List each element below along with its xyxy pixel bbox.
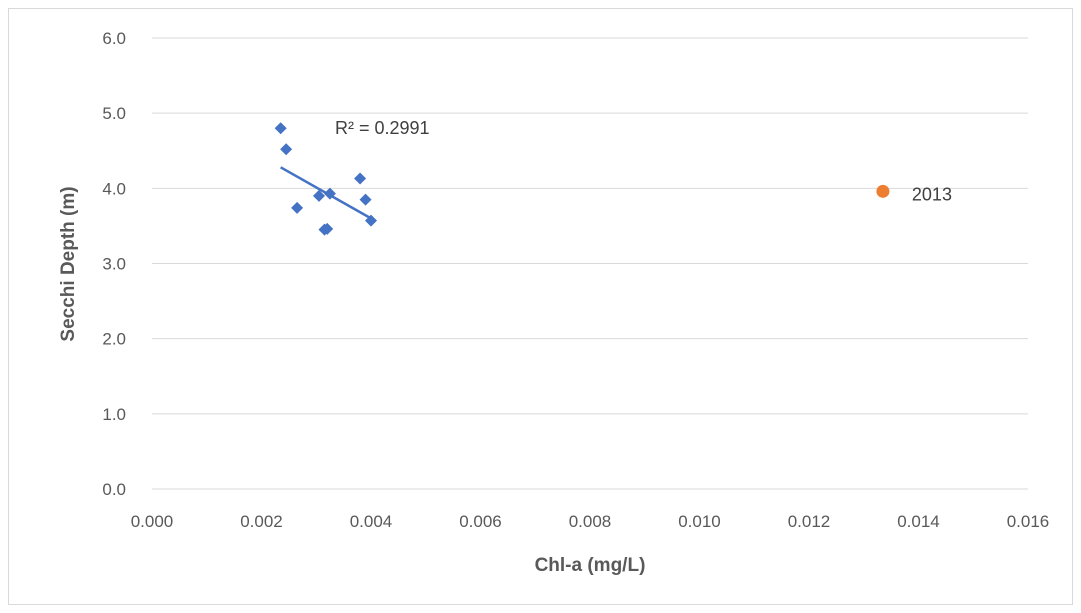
x-tick-label: 0.004	[350, 512, 393, 531]
data-point	[280, 143, 293, 156]
point-label: 2013	[912, 184, 952, 204]
y-tick-labels: 0.0 1.0 2.0 3.0 4.0 5.0 6.0	[102, 29, 126, 499]
annotations: R² = 0.2991 2013	[335, 118, 952, 204]
y-tick-label: 4.0	[102, 179, 126, 198]
x-tick-label: 0.008	[569, 512, 612, 531]
y-tick-label: 5.0	[102, 104, 126, 123]
x-tick-label: 0.000	[131, 512, 174, 531]
chart-frame	[8, 8, 1073, 605]
data-point	[359, 193, 372, 206]
gridlines	[152, 37, 1028, 490]
data-point	[365, 214, 377, 227]
y-tick-label: 2.0	[102, 330, 126, 349]
x-tick-label: 0.014	[897, 512, 940, 531]
y-tick-label: 3.0	[102, 255, 126, 274]
data-point	[312, 189, 325, 202]
x-tick-label: 0.012	[788, 512, 831, 531]
data-point	[354, 172, 367, 185]
x-tick-label: 0.006	[459, 512, 502, 531]
x-axis-title: Chl-a (mg/L)	[535, 555, 646, 576]
x-tick-label: 0.016	[1007, 512, 1050, 531]
x-tick-label: 0.002	[240, 512, 283, 531]
data-point	[323, 187, 336, 200]
x-tick-label: 0.010	[678, 512, 721, 531]
data-point	[321, 222, 334, 235]
r-squared-label: R² = 0.2991	[335, 118, 430, 138]
data-point	[274, 122, 287, 135]
data-points	[274, 122, 890, 236]
data-point	[876, 184, 890, 198]
y-axis-title: Secchi Depth (m)	[58, 186, 79, 341]
data-point	[291, 201, 304, 214]
y-tick-label: 0.0	[102, 480, 126, 499]
y-tick-label: 1.0	[102, 405, 126, 424]
x-tick-labels: 0.000 0.002 0.004 0.006 0.008 0.010 0.012 0.014…	[131, 512, 1050, 531]
y-tick-label: 6.0	[102, 29, 126, 48]
